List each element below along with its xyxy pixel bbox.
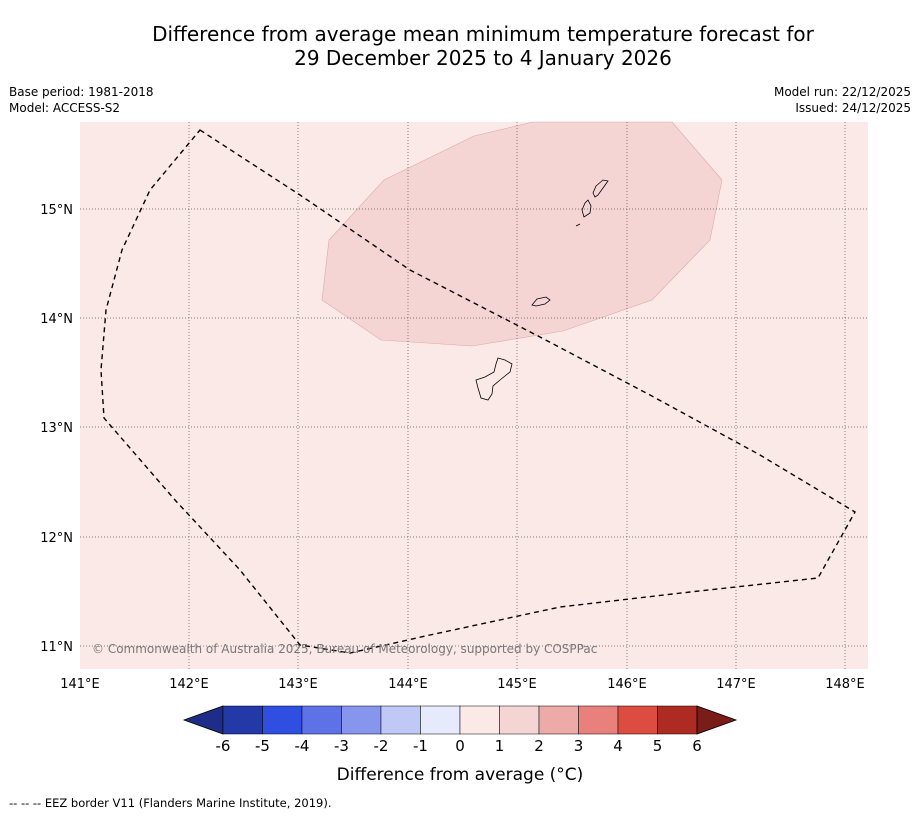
colorbar-segment [341,705,382,735]
lat-label: 14°N [40,312,73,327]
colorbar-segment [459,705,500,735]
colorbar-tick-label: -4 [295,737,310,755]
anomaly-region [321,121,723,347]
lat-label: 15°N [40,203,73,218]
colorbar-label: Difference from average (°C) [337,765,584,785]
eez-border [100,129,856,654]
lon-label: 147°E [716,677,756,692]
lon-label: 148°E [825,677,865,692]
colorbar-segment [578,705,619,735]
colorbar-segment [222,705,263,735]
title-line-1: Difference from average mean minimum tem… [152,22,814,46]
eez-footnote: -- -- -- EEZ border V11 (Flanders Marine… [9,796,332,810]
lon-label: 144°E [388,677,428,692]
colorbar-tick-labels: -6 -5 -4 -3 -2 -1 0 1 2 3 4 5 6 [216,737,702,755]
colorbar-segment [617,705,658,735]
lat-label: 11°N [40,640,73,655]
lon-label: 142°E [169,677,209,692]
colorbar-tick-label: 2 [534,737,544,755]
aguijan-island [575,223,581,227]
guam-island [475,357,513,401]
colorbar-tick-label: 3 [574,737,584,755]
rota-island [531,296,551,307]
islands [475,179,609,401]
colorbar-segment [657,705,698,735]
colorbar-tick-label: -6 [216,737,231,755]
lon-label: 146°E [607,677,647,692]
colorbar-segment [262,705,303,735]
colorbar-segment [538,705,579,735]
colorbar-tick-label: 4 [613,737,623,755]
gridlines [80,122,868,669]
colorbar-extend-low [182,705,224,735]
colorbar-tick-label: -2 [374,737,389,755]
meta-right: Model run: 22/12/2025 Issued: 24/12/2025 [774,84,911,116]
colorbar-tick-label: -5 [255,737,270,755]
title-line-2: 29 December 2025 to 4 January 2026 [294,46,672,70]
model-run: Model run: 22/12/2025 [773,85,911,99]
colorbar-tick-label: 0 [455,737,465,755]
lon-label: 145°E [497,677,537,692]
colorbar-tick-label: 5 [653,737,663,755]
tinian-island [581,199,592,218]
colorbar-segment [380,705,421,735]
issued-date: Issued: 24/12/2025 [795,101,911,115]
model-name: Model: ACCESS-S2 [9,101,121,115]
colorbar-segment [420,705,461,735]
lon-label: 141°E [60,677,100,692]
colorbar-tick-label: -1 [413,737,428,755]
saipan-island [592,179,609,198]
colorbar-tick-label: 6 [692,737,702,755]
colorbar-segment [499,705,540,735]
meta-left: Base period: 1981-2018 Model: ACCESS-S2 [9,84,154,116]
colorbar-extend-high [696,705,738,735]
lat-label: 12°N [40,531,73,546]
copyright-notice: © Commonwealth of Australia 2025, Bureau… [92,642,597,656]
colorbar-tick-label: -3 [334,737,349,755]
lon-label: 143°E [278,677,318,692]
colorbar: -6 -5 -4 -3 -2 -1 0 1 2 3 4 5 6 Difference from aver… [182,705,738,785]
base-period: Base period: 1981-2018 [9,85,154,99]
colorbar-segment [301,705,342,735]
lat-label: 13°N [40,421,73,436]
colorbar-tick-label: 1 [495,737,505,755]
colorbar-segments [222,705,698,735]
map-title: Difference from average mean minimum tem… [0,22,919,70]
